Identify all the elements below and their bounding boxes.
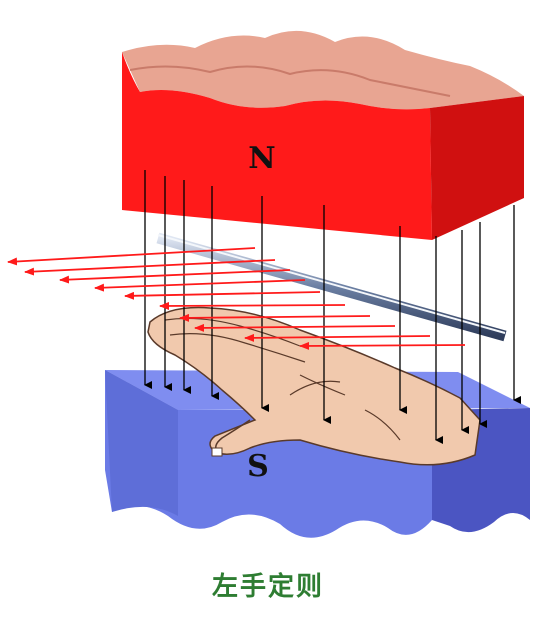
field-lines bbox=[144, 170, 521, 444]
conductor-wire bbox=[156, 232, 507, 342]
force-arrow bbox=[299, 341, 466, 350]
north-magnet-front-face bbox=[122, 52, 432, 240]
force-arrow bbox=[194, 323, 396, 332]
force-arrow bbox=[59, 269, 291, 284]
force-arrow bbox=[179, 313, 371, 322]
hand-palm bbox=[147, 306, 481, 466]
force-arrow bbox=[7, 247, 256, 266]
force-arrows bbox=[7, 247, 466, 350]
south-pole-label: S bbox=[247, 449, 269, 484]
force-arrow bbox=[94, 279, 306, 292]
force-arrow bbox=[244, 333, 431, 342]
north-magnet bbox=[122, 30, 524, 240]
force-arrow bbox=[124, 291, 321, 300]
north-pole-label: N bbox=[248, 141, 275, 176]
diagram-caption: 左手定则 bbox=[211, 572, 324, 602]
north-magnet-side-face bbox=[430, 96, 524, 240]
hand-illustration bbox=[147, 306, 481, 466]
force-arrow bbox=[159, 301, 346, 310]
force-arrow bbox=[24, 259, 276, 276]
